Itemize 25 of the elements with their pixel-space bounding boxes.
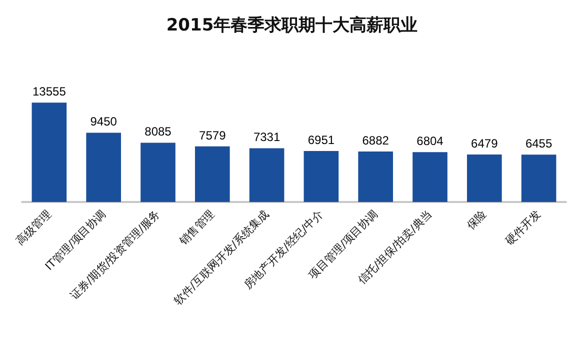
chart-title: 2015年春季求职期十大高薪职业: [166, 16, 418, 36]
x-tick-label: 保险: [464, 207, 489, 232]
x-tick-label: 高级管理: [13, 207, 54, 248]
bar: [86, 132, 122, 202]
bar: [32, 102, 67, 202]
bar: [521, 154, 556, 202]
bar: [140, 142, 176, 202]
bar: [304, 151, 339, 202]
bar: [466, 154, 502, 202]
data-label: 6882: [362, 134, 390, 148]
data-label: 7579: [199, 128, 226, 142]
data-label: 8085: [144, 124, 172, 139]
data-label: 7331: [253, 130, 280, 144]
x-tick-label: 硬件开发: [503, 207, 544, 248]
data-label: 6951: [308, 133, 335, 148]
x-tick-label: 销售管理: [176, 207, 217, 248]
bar: [358, 152, 394, 202]
data-label: 6804: [416, 134, 444, 148]
data-label: 13555: [32, 84, 66, 99]
data-label: 6479: [471, 136, 498, 150]
data-label: 9450: [90, 114, 118, 129]
data-label: 6455: [525, 136, 552, 151]
bar: [194, 146, 230, 202]
bar: [412, 152, 448, 202]
bar: [249, 148, 284, 202]
